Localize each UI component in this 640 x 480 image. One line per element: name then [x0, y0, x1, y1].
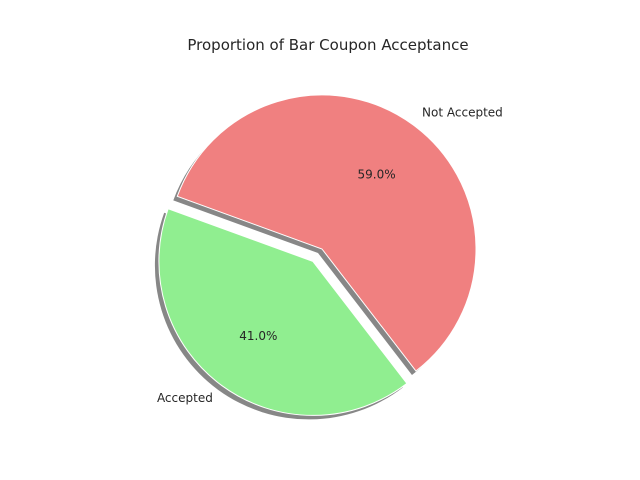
slice-not-accepted: [176, 94, 477, 372]
slice-accepted: [158, 208, 408, 416]
slice-label-not-accepted: Not Accepted: [422, 105, 503, 119]
slice-label-accepted: Accepted: [157, 391, 213, 405]
slices: [158, 94, 477, 416]
slice-labels: Accepted 41.0% Not Accepted 59.0%: [157, 105, 503, 405]
percent-label-accepted: 41.0%: [239, 329, 277, 343]
chart-title: Proportion of Bar Coupon Acceptance: [187, 36, 468, 54]
percent-label-not-accepted: 59.0%: [358, 167, 396, 181]
